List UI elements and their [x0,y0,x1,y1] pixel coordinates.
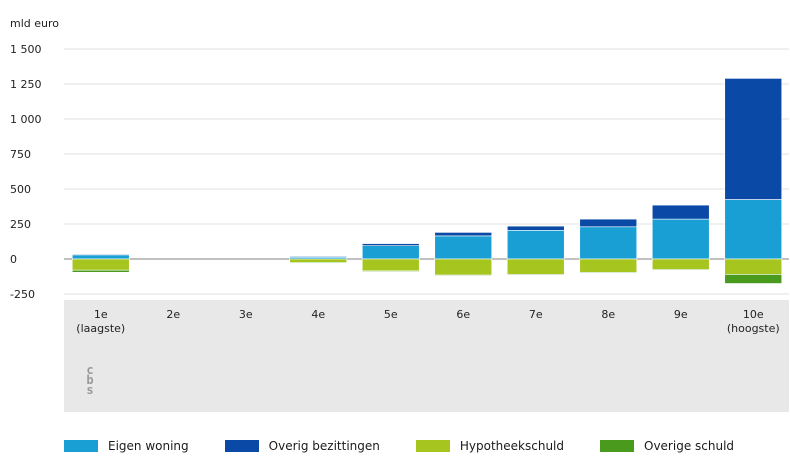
x-tick-label: 6e [456,308,470,321]
bar-segment [361,270,420,272]
legend-label: Eigen woning [108,439,189,453]
bar-segment [579,218,638,228]
y-tick-label: 1 250 [10,78,42,91]
bar-segment [506,258,565,275]
y-tick-label: -250 [10,288,35,301]
y-tick-label: 750 [10,148,31,161]
bar-segment [651,204,710,220]
cbs-logo: cbs [86,363,93,397]
bar-segment [579,258,638,273]
bar-segment [724,274,783,284]
bar-segment [289,258,348,263]
legend-item: Eigen woning [64,439,189,453]
x-tick-label: 2e [166,308,180,321]
bar-segment [506,274,565,276]
legend-item: Overige schuld [600,439,734,453]
bar-segment [651,269,710,271]
bar-segment [651,258,710,270]
cbs-logo-letter: b [86,373,93,387]
x-tick-label: 1e [94,308,108,321]
x-tick-labels: 1e(laagste) 2e 3e 4e 5e 6e 7e 8e 9e 10e(hoogste) [76,308,779,335]
bar-segment [579,226,638,260]
legend-swatch [600,440,634,452]
legend-label: Overig bezittingen [268,439,380,453]
legend-item: Hypotheekschuld [415,439,564,453]
cbs-logo-letter: c [86,363,93,377]
bar-segment [289,262,348,264]
bar-segment [434,235,493,260]
y-tick-label: 0 [10,253,17,266]
bar-segment [71,258,130,271]
bar-segment [506,225,565,231]
legend-swatch [64,440,98,452]
y-tick-label: 1 000 [10,113,42,126]
legend-swatch [224,440,259,452]
x-tick-label: 9e [674,308,688,321]
bar-segment [434,232,493,237]
x-tick-label: 3e [239,308,253,321]
x-tick-label: 7e [529,308,543,321]
legend-label: Hypotheekschuld [459,439,564,453]
bar-segment [71,254,130,260]
y-tick-label: 1 500 [10,43,42,56]
x-tick-label: 10e [743,308,764,321]
x-tick-label: 4e [311,308,325,321]
x-tick-label: (hoogste) [727,322,780,335]
bar-segment [724,78,783,200]
bar-segment [361,258,420,272]
bar-segment [579,271,638,274]
y-tick-labels: 1 500 1 250 1 000 750 500 250 0 -250 [10,43,42,301]
bars [71,78,783,284]
bar-segment [289,256,348,258]
y-tick-label: 500 [10,183,31,196]
x-tick-label: 8e [601,308,615,321]
bar-segment [71,269,130,273]
bar-segment [361,243,420,247]
bar-segment [506,230,565,260]
y-tick-label: 250 [10,218,31,231]
x-tick-label: 5e [384,308,398,321]
bar-segment [71,253,130,256]
bar-segment [651,218,710,260]
bar-segment [724,258,783,275]
bar-segment [361,245,420,260]
bar-segment [434,274,493,277]
legend-item: Overig bezittingen [224,439,380,453]
legend: Eigen woning Overig bezittingen Hypotheeks… [64,436,770,456]
legend-label: Overige schuld [644,439,735,453]
legend-swatch [415,440,450,452]
cbs-logo-letter: s [86,383,93,397]
x-axis-panel [64,300,789,412]
x-tick-label: (laagste) [76,322,125,335]
bar-segment [724,199,783,260]
unit-label: mld euro [10,17,59,30]
bar-segment [434,258,493,276]
